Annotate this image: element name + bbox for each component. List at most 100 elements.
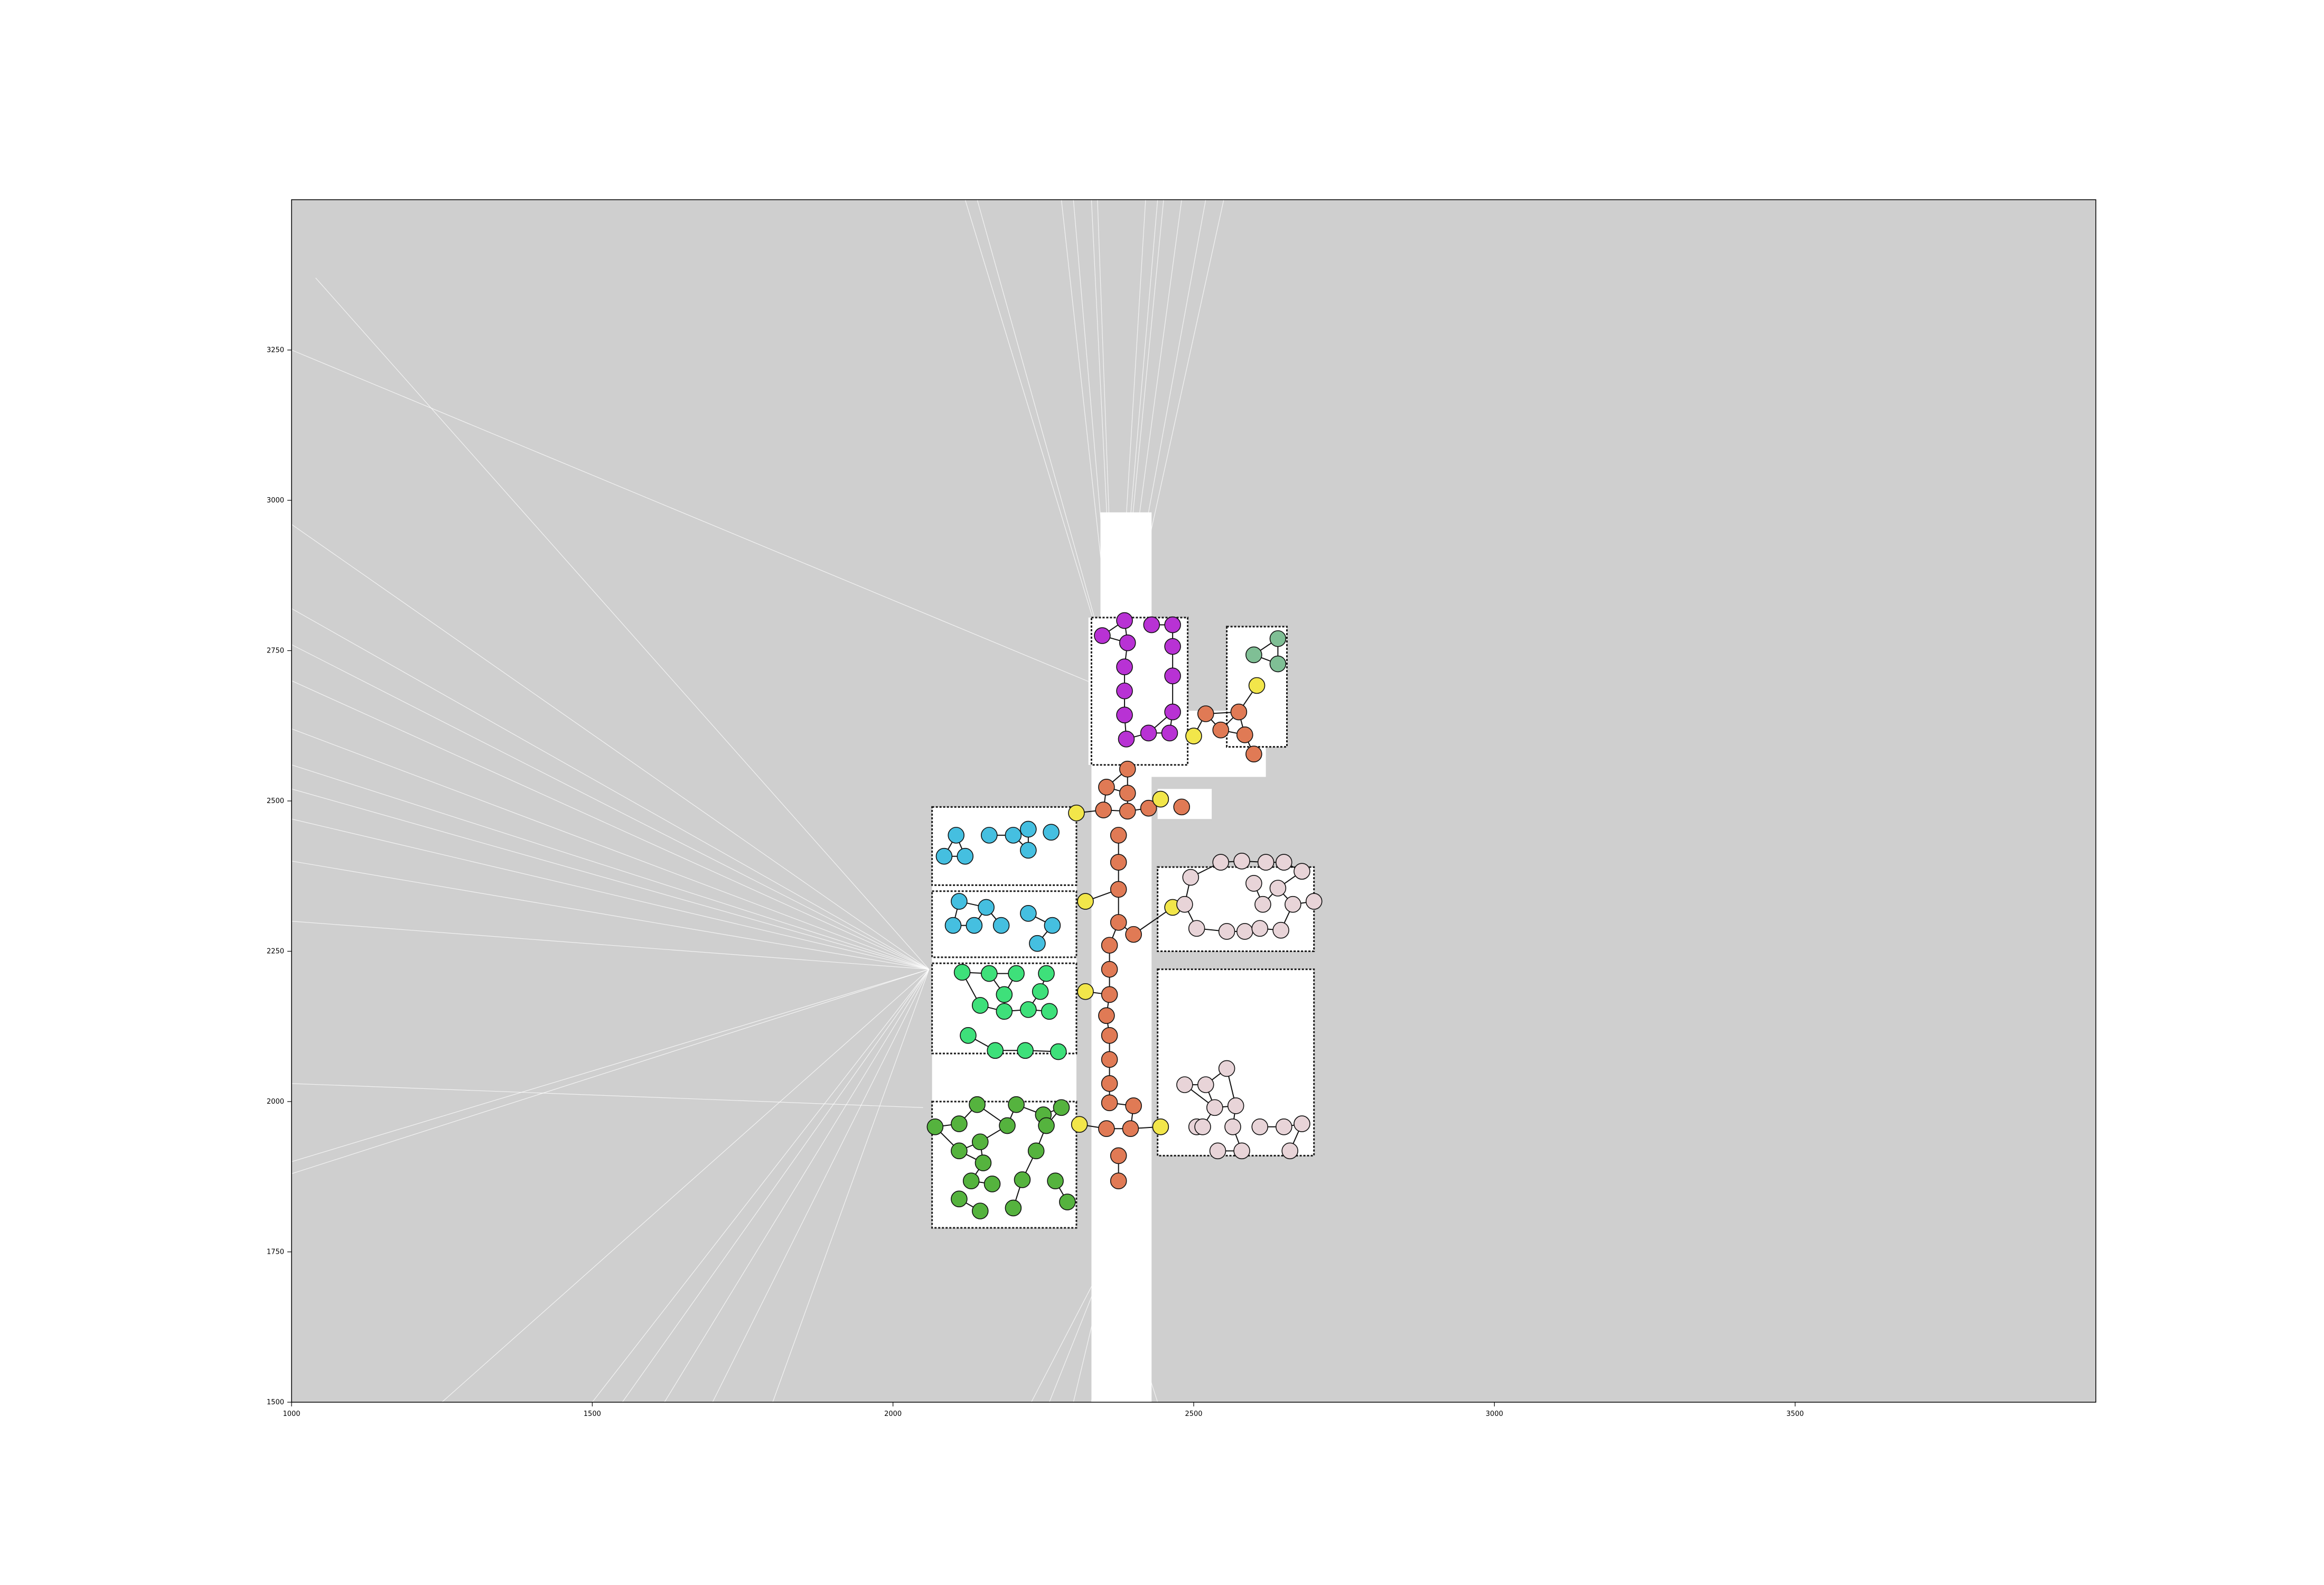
room_blue-node	[935, 847, 953, 865]
room_pink-node	[1188, 920, 1205, 937]
room_top-node	[1164, 667, 1181, 685]
room_green-node	[1032, 983, 1049, 1000]
room_darkgreen-node	[1059, 1194, 1076, 1210]
room_top_right-node	[1269, 630, 1287, 647]
corridor-node	[1101, 961, 1118, 978]
room_blue-node	[966, 917, 983, 934]
room_top-node	[1140, 724, 1157, 742]
room_darkgreen-node	[1047, 1172, 1064, 1190]
room_darkgreen-node	[971, 1202, 989, 1219]
x-tick-label: 1500	[584, 1410, 601, 1418]
y-tick-label: 2250	[267, 948, 284, 956]
room_blue-node	[1020, 821, 1037, 838]
room_darkgreen-node	[1027, 1142, 1045, 1160]
laser-ray	[772, 969, 930, 1403]
laser-ray	[291, 788, 930, 970]
corridor-node	[1236, 726, 1253, 743]
y-tick-label: 1750	[267, 1248, 284, 1256]
room_pink-node	[1272, 921, 1289, 939]
corridor-node	[1119, 785, 1136, 802]
room_pink-node	[1233, 853, 1250, 870]
y-axis: 3250 3000 2750 2500 2250 2000 1750 1500	[267, 347, 292, 1406]
corridor-node	[1110, 881, 1127, 898]
room_top-node	[1094, 627, 1111, 644]
door-node	[1152, 1118, 1169, 1135]
laser-ray	[592, 969, 930, 1403]
x-tick-label: 2000	[884, 1410, 902, 1418]
room_blue-node	[1043, 824, 1060, 841]
laser-ray	[291, 608, 930, 970]
laser-ray	[291, 969, 930, 1174]
room_top-node	[1164, 638, 1181, 655]
corridor-node	[1101, 937, 1118, 954]
room_green-node	[1050, 1043, 1067, 1060]
room_blue-node	[978, 899, 995, 916]
corridor-node	[1110, 1147, 1127, 1164]
corridor-node	[1101, 1094, 1118, 1112]
room_pink-node	[1269, 880, 1287, 897]
x-tick-label: 1000	[283, 1410, 300, 1418]
room_pink-node	[1176, 1076, 1193, 1093]
room_blue-node	[1005, 827, 1022, 844]
door-node	[1068, 804, 1085, 822]
room_pink-node	[1245, 875, 1262, 892]
room_darkgreen-node	[926, 1118, 944, 1135]
laser-ray	[664, 969, 930, 1403]
room_pink-node	[1218, 1060, 1235, 1077]
room_pink-node	[1182, 869, 1200, 886]
wall-outline	[931, 806, 1077, 886]
room_pink-node	[1294, 863, 1310, 880]
room_green-node	[1008, 965, 1025, 982]
wall-outline	[1090, 617, 1189, 766]
corridor-node	[1140, 799, 1157, 817]
room_pink-node	[1285, 896, 1301, 913]
room_green-node	[1038, 965, 1055, 982]
laser-ray	[442, 969, 930, 1403]
y-tick-label: 2500	[267, 797, 284, 805]
laser-ray	[315, 277, 930, 970]
room_pink-node	[1227, 1097, 1244, 1114]
corridor-node	[1119, 760, 1136, 778]
corridor-node	[1098, 1120, 1115, 1138]
corridor-node	[1098, 1007, 1115, 1024]
room_blue-node	[1020, 842, 1037, 859]
laser-ray	[291, 921, 930, 970]
room_top-node	[1118, 730, 1135, 748]
room_pink-node	[1206, 1099, 1223, 1116]
corridor-node	[1212, 721, 1230, 739]
laser-ray	[291, 818, 930, 970]
door-node	[1185, 728, 1202, 744]
y-tick-label: 3250	[267, 347, 284, 355]
laser-ray	[291, 644, 930, 970]
room_darkgreen-node	[971, 1133, 989, 1151]
room_pink-node	[1251, 1118, 1269, 1135]
room_blue-node	[1044, 917, 1061, 934]
room_top-node	[1116, 658, 1133, 676]
corridor-node	[1125, 1097, 1142, 1114]
corridor-node	[1125, 926, 1142, 943]
room_green-node	[996, 986, 1013, 1003]
room_pink-node	[1251, 920, 1269, 937]
room_top-node	[1161, 724, 1178, 742]
y-tick-label: 1500	[267, 1398, 284, 1406]
room_top-node	[1116, 682, 1133, 700]
corridor-node	[1197, 705, 1214, 722]
room_pink-node	[1254, 896, 1271, 913]
room_pink-node	[1276, 1118, 1292, 1135]
room_top-node	[1116, 706, 1133, 724]
room_green-node	[1041, 1003, 1058, 1020]
room_green-node	[987, 1042, 1004, 1059]
laser-ray	[291, 728, 930, 970]
y-tick-label: 3000	[267, 497, 284, 505]
laser-ray	[622, 969, 930, 1403]
free-space-region	[1100, 512, 1152, 621]
x-tick-label: 2500	[1185, 1410, 1202, 1418]
room_green-node	[953, 964, 971, 981]
corridor-node	[1101, 986, 1118, 1003]
room_darkgreen-node	[951, 1190, 968, 1208]
room_top-node	[1164, 616, 1181, 633]
door-node	[1077, 983, 1094, 1000]
room_pink-node	[1212, 854, 1230, 871]
room_darkgreen-node	[1005, 1199, 1022, 1217]
